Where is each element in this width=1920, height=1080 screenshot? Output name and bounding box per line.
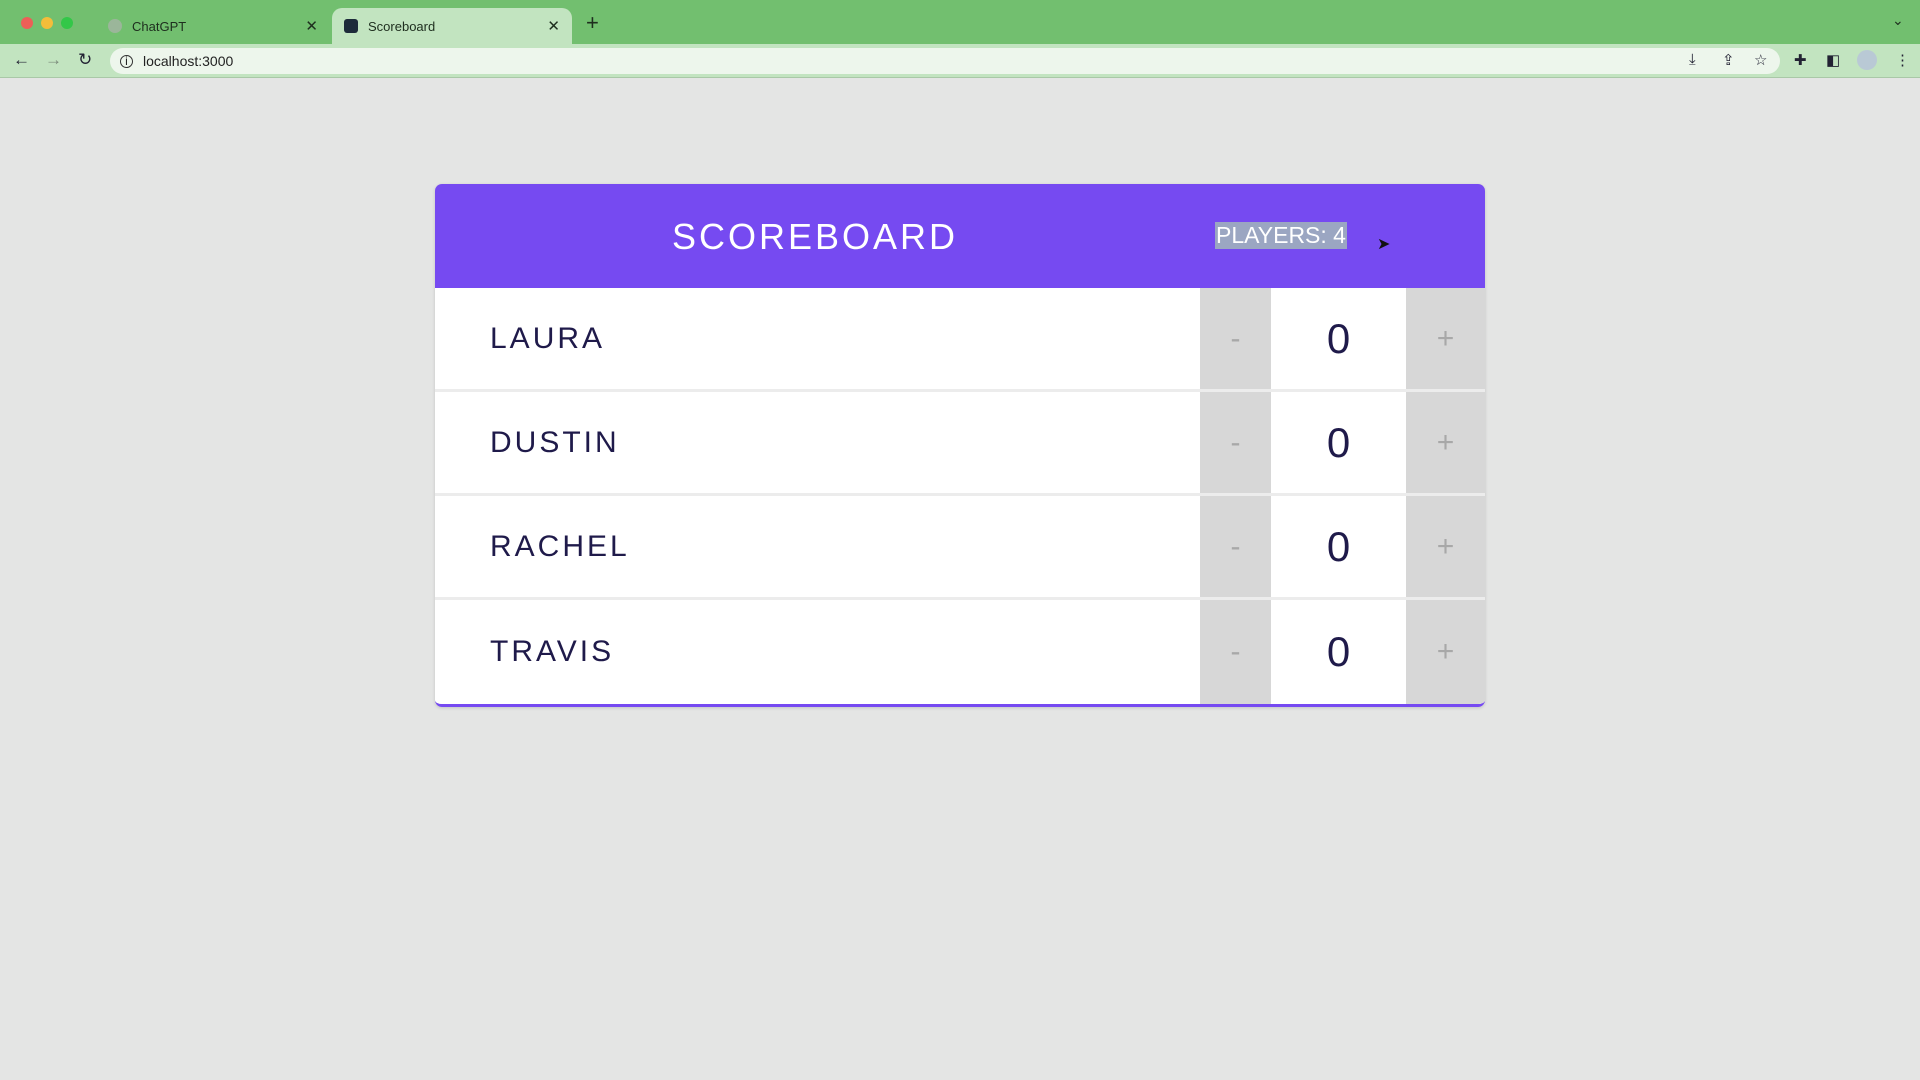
player-score: 0 [1326,314,1351,362]
increment-score-button[interactable]: + [1406,600,1485,704]
reload-icon[interactable]: ↻ [78,50,93,69]
scoreboard-header: SCOREBOARD PLAYERS: 4 ➤ [435,184,1485,288]
player-name: RACHEL [490,529,630,563]
minimize-window-button[interactable] [41,17,53,29]
info-icon[interactable]: i [120,54,133,68]
decrement-score-button[interactable]: - [1200,496,1271,597]
scoreboard: SCOREBOARD PLAYERS: 4 ➤ LAURA - 0 + DUSTI… [435,184,1485,707]
player-name: TRAVIS [490,635,615,668]
player-score: 0 [1326,418,1351,466]
new-tab-button[interactable]: + [586,10,599,35]
profile-avatar[interactable] [1857,50,1877,70]
bookmark-star-icon[interactable]: ☆ [1754,52,1768,69]
close-window-button[interactable] [21,17,33,29]
player-name: LAURA [490,321,606,355]
tab-chatgpt[interactable]: ChatGPT ✕ [90,8,330,44]
player-row: TRAVIS - 0 + [435,600,1485,704]
menu-kebab-icon[interactable]: ⋮ [1895,52,1910,69]
increment-score-button[interactable]: + [1406,392,1485,493]
close-tab-icon[interactable]: ✕ [547,18,560,35]
browser-tab-bar: ChatGPT ✕ Scoreboard ✕ + ⌄ [0,0,1920,44]
player-count: PLAYERS: 4 [1215,222,1347,249]
back-arrow-icon[interactable]: ← [13,50,30,69]
forward-arrow-icon[interactable]: → [45,50,62,69]
extensions-puzzle-icon[interactable]: ✚ [1794,52,1807,69]
share-icon[interactable]: ⇪ [1722,52,1735,69]
tab-label: ChatGPT [132,18,187,34]
tab-search-chevron-icon[interactable]: ⌄ [1892,12,1904,28]
player-name: DUSTIN [490,425,620,459]
decrement-score-button[interactable]: - [1200,392,1271,493]
increment-score-button[interactable]: + [1406,288,1485,389]
scoreboard-title: SCOREBOARD [671,216,959,257]
player-row: LAURA - 0 + [435,288,1485,392]
player-row: RACHEL - 0 + [435,496,1485,600]
tab-scoreboard[interactable]: Scoreboard ✕ [332,8,572,44]
player-row: DUSTIN - 0 + [435,392,1485,496]
react-icon [344,19,358,33]
install-icon[interactable]: ⤓ [1689,51,1696,68]
address-bar[interactable]: i localhost:3000 [110,48,1780,74]
close-tab-icon[interactable]: ✕ [305,18,318,35]
side-panel-icon[interactable]: ◧ [1826,52,1841,69]
maximize-window-button[interactable] [61,17,73,29]
player-score: 0 [1326,522,1351,570]
decrement-score-button[interactable]: - [1200,600,1271,704]
chatgpt-icon [108,19,122,33]
increment-score-button[interactable]: + [1406,496,1485,597]
decrement-score-button[interactable]: - [1200,288,1271,389]
url-text: localhost:3000 [143,53,234,69]
mouse-cursor-icon: ➤ [1377,236,1391,253]
tab-label: Scoreboard [368,18,436,34]
player-score: 0 [1326,628,1351,675]
browser-toolbar: ← → ↻ i localhost:3000 ⤓ ⇪ ☆ ✚ ◧ ⋮ [0,44,1920,78]
